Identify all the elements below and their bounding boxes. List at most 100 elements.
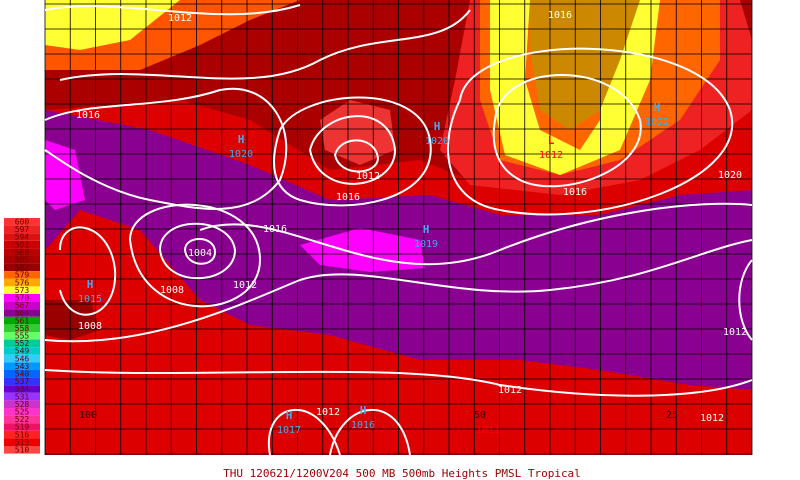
legend-swatch: [4, 263, 40, 272]
high-symbol: H: [654, 101, 661, 114]
low-symbol: L: [548, 134, 555, 147]
legend-swatch: [4, 278, 40, 287]
legend-label: 528: [15, 400, 30, 409]
legend-label: 510: [15, 446, 30, 455]
legend-label: 525: [15, 408, 30, 417]
isobar-label: 1008: [160, 285, 184, 296]
legend-label: 585: [15, 256, 30, 265]
isobar-label: 1008: [78, 321, 102, 332]
isobar-label: 1020: [718, 170, 742, 181]
legend-swatch: [4, 332, 40, 340]
legend-label: 519: [15, 423, 30, 432]
legend-swatch: [4, 362, 40, 370]
legend-swatch: [4, 218, 40, 226]
legend-label: 576: [15, 278, 30, 287]
legend-label: 534: [15, 385, 30, 394]
isobar-label: 1016: [563, 187, 587, 198]
isobars: [44, 4, 753, 456]
legend-swatch: [4, 225, 40, 234]
high-pressure: 1019: [414, 239, 438, 250]
legend-label: 540: [15, 370, 30, 379]
legend-swatch: [4, 271, 40, 279]
legend-swatch: [4, 316, 40, 325]
isobar-label: 1012: [168, 13, 192, 24]
legend-label: 579: [15, 271, 30, 280]
legend-swatch: [4, 240, 40, 249]
legend-swatch: [4, 256, 40, 264]
legend-label: 531: [15, 392, 30, 401]
legend-label: 594: [15, 233, 30, 242]
high-symbol: H: [434, 120, 441, 133]
color-legend: 6005975945915885855825795765735705675645…: [4, 218, 40, 455]
legend-swatch: [4, 446, 40, 454]
high-symbol: H: [87, 278, 94, 291]
field-gold: [530, 0, 640, 130]
legend-label: 561: [15, 316, 30, 325]
legend-swatch: [4, 392, 40, 401]
legend-label: 543: [15, 362, 30, 371]
field-dark: [45, 300, 100, 340]
low-pressure: 1012: [539, 150, 563, 161]
high-symbol: H: [360, 404, 367, 417]
legend-label: 552: [15, 339, 30, 348]
high-symbol: H: [238, 133, 245, 146]
legend-swatch: [4, 430, 40, 439]
longitude-label: 50: [474, 410, 486, 421]
lat-lon-grid: [44, 0, 753, 455]
legend-label: 573: [15, 286, 30, 295]
legend-swatch: [4, 301, 40, 310]
legend-swatch: [4, 423, 40, 431]
map-labels: 1012 1016 1016 1012 1016 1016 1020 1016 1004 1008…: [76, 10, 747, 436]
legend-swatch: [4, 248, 40, 256]
longitude-label: 25: [666, 410, 678, 421]
legend-label: 591: [15, 240, 30, 249]
legend-label: 558: [15, 324, 30, 333]
high-pressure: 1017: [277, 425, 301, 436]
isobar-label: 1012: [233, 280, 257, 291]
isobar-label: 1012: [498, 385, 522, 396]
legend-swatch: [4, 400, 40, 408]
low-pressure: 1011: [476, 425, 500, 436]
high-symbol: H: [286, 409, 293, 422]
legend-label: 588: [15, 248, 30, 257]
legend-label: 549: [15, 347, 30, 356]
legend-label: 555: [15, 332, 30, 341]
legend-swatch: [4, 354, 40, 363]
high-pressure: 1022: [645, 117, 669, 128]
isobar-label: 1012: [316, 407, 340, 418]
legend-label: 582: [15, 263, 30, 272]
isobar-label: 1016: [76, 110, 100, 121]
legend-label: 537: [15, 377, 30, 386]
high-pressure: 1020: [229, 149, 253, 160]
legend-swatch: [4, 385, 40, 393]
legend-swatch: [4, 324, 40, 332]
legend-swatch: [4, 339, 40, 348]
legend-swatch: [4, 415, 40, 424]
isobar-label: 1012: [356, 171, 380, 182]
legend-label: 564: [15, 309, 30, 318]
legend-label: 600: [15, 218, 30, 227]
legend-swatch: [4, 294, 40, 302]
footer: THU 120621/1200V204 500 MB 500mb Heights…: [223, 467, 581, 480]
isobar-label: 1012: [723, 327, 747, 338]
isobar-label: 1016: [263, 224, 287, 235]
legend-label: 546: [15, 354, 30, 363]
legend-swatch: [4, 377, 40, 386]
legend-label: 522: [15, 415, 30, 424]
legend-swatch: [4, 233, 40, 241]
legend-swatch: [4, 286, 40, 294]
isobar-label: 1016: [548, 10, 572, 21]
legend-swatch: [4, 438, 40, 446]
isobar-label: 1004: [188, 248, 212, 259]
longitude-label: 100: [79, 410, 97, 421]
high-pressure: 1016: [351, 420, 375, 431]
high-symbol: H: [423, 223, 430, 236]
legend-label: 567: [15, 301, 30, 310]
legend-swatch: [4, 408, 40, 416]
legend-label: 513: [15, 438, 30, 447]
legend-swatch: [4, 309, 40, 317]
legend-swatch: [4, 347, 40, 355]
high-pressure: 1020: [425, 136, 449, 147]
isobar-label: 1016: [336, 192, 360, 203]
